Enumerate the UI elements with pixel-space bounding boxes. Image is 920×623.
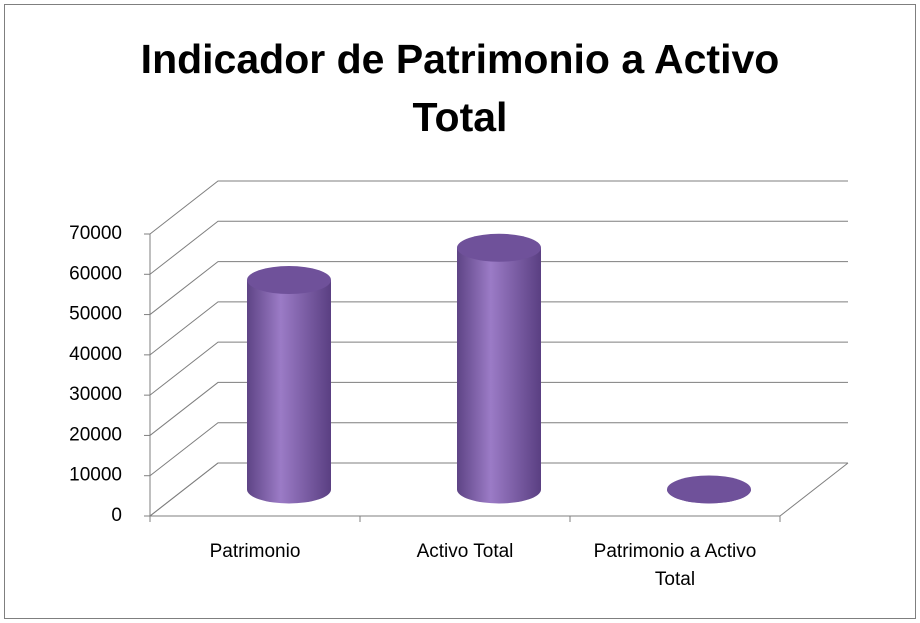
grid-line: [149, 422, 848, 477]
grid-line: [149, 261, 848, 315]
y-tick-label: 0: [111, 505, 122, 526]
grid-line: [149, 341, 848, 396]
grid-line: [149, 462, 848, 517]
cylinder: [457, 233, 541, 504]
y-tick-label: 20000: [69, 424, 122, 445]
y-tick-label: 70000: [69, 223, 122, 244]
cylinder-top: [457, 233, 541, 262]
grid-line: [149, 381, 848, 436]
grid-line: [149, 220, 848, 275]
cylinder-body: [457, 247, 541, 504]
cylinder: [247, 266, 331, 504]
cylinder-top: [247, 266, 331, 295]
chart-border: [4, 4, 916, 619]
cylinder: [667, 475, 751, 504]
y-tick-label: 50000: [69, 304, 122, 325]
chart-title: Indicador de Patrimonio a Activo Total: [140, 36, 780, 140]
y-tick-label: 40000: [69, 344, 122, 365]
x-tick-label: Patrimonio: [209, 541, 301, 562]
x-tick-label: Activo Total: [416, 541, 514, 562]
grid-line: [149, 301, 848, 356]
x-tick-label: Patrimonio a Activo Total: [593, 541, 757, 590]
y-tick-label: 60000: [69, 263, 122, 284]
y-tick-label: 30000: [69, 384, 122, 405]
y-tick-label: 10000: [69, 465, 122, 486]
grid-line: [149, 180, 848, 235]
cylinder-top: [667, 475, 751, 504]
cylinder-body: [247, 280, 331, 504]
